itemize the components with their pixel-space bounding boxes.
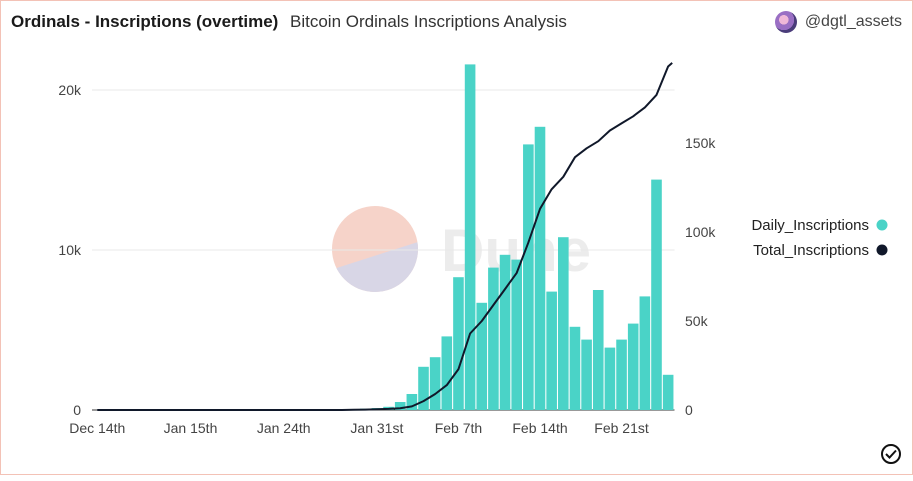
avatar bbox=[774, 11, 797, 33]
bar[interactable] bbox=[499, 254, 511, 410]
legend-label[interactable]: Total_Inscriptions bbox=[753, 242, 869, 259]
bar[interactable] bbox=[616, 339, 627, 410]
bar[interactable] bbox=[464, 64, 476, 411]
dashboard-subtitle[interactable]: Bitcoin Ordinals Inscriptions Analysis bbox=[290, 12, 567, 31]
author-link[interactable]: @dgtl_assets bbox=[774, 10, 902, 34]
legend-marker bbox=[876, 219, 888, 231]
total-inscriptions-line[interactable] bbox=[97, 62, 673, 411]
legend-label[interactable]: Daily_Inscriptions bbox=[751, 217, 869, 234]
x-tick-label: Feb 21st bbox=[594, 420, 649, 436]
bar[interactable] bbox=[581, 339, 592, 410]
bar[interactable] bbox=[662, 374, 674, 410]
x-tick-label: Feb 14th bbox=[512, 420, 567, 436]
bar[interactable] bbox=[639, 296, 651, 410]
right-axis: 0 50k 100k 150k bbox=[685, 135, 716, 418]
bar[interactable] bbox=[453, 277, 464, 410]
bar[interactable] bbox=[441, 336, 453, 410]
x-axis: Dec 14th Jan 15th Jan 24th Jan 31st Feb 7th F… bbox=[69, 420, 649, 436]
bar[interactable] bbox=[651, 179, 662, 410]
x-tick-label: Dec 14th bbox=[69, 420, 125, 436]
left-tick-label: 0 bbox=[73, 402, 81, 418]
right-tick-label: 100k bbox=[685, 224, 716, 240]
bar[interactable] bbox=[394, 402, 406, 410]
legend[interactable]: Daily_Inscriptions Total_Inscriptions bbox=[751, 217, 888, 259]
chart-title[interactable]: Ordinals - Inscriptions (overtime) bbox=[11, 12, 279, 31]
x-tick-label: Jan 15th bbox=[164, 420, 218, 436]
chart-header: Ordinals - Inscriptions (overtime) Bitco… bbox=[11, 10, 902, 34]
right-tick-label: 150k bbox=[685, 135, 716, 151]
bar[interactable] bbox=[523, 144, 534, 410]
x-tick-label: Jan 31st bbox=[350, 420, 403, 436]
bar[interactable] bbox=[604, 347, 616, 410]
bar[interactable] bbox=[418, 366, 429, 410]
x-tick-label: Feb 7th bbox=[435, 420, 482, 436]
bar[interactable] bbox=[429, 357, 441, 410]
bar[interactable] bbox=[546, 291, 557, 410]
left-tick-label: 10k bbox=[58, 242, 82, 258]
author-name: @dgtl_assets bbox=[804, 13, 902, 30]
bar[interactable] bbox=[488, 267, 499, 410]
line-series bbox=[97, 62, 673, 411]
checkmark-icon[interactable] bbox=[881, 444, 901, 464]
right-tick-label: 0 bbox=[685, 402, 693, 418]
bar[interactable] bbox=[511, 259, 522, 410]
left-tick-label: 20k bbox=[58, 82, 82, 98]
legend-marker bbox=[876, 244, 888, 256]
bar[interactable] bbox=[406, 394, 418, 410]
bar[interactable] bbox=[627, 323, 639, 410]
bar[interactable] bbox=[592, 290, 604, 410]
x-tick-label: Jan 24th bbox=[257, 420, 311, 436]
bar[interactable] bbox=[476, 302, 488, 410]
left-axis: 0 10k 20k bbox=[58, 82, 82, 418]
bar[interactable] bbox=[534, 126, 546, 411]
bar[interactable] bbox=[569, 326, 581, 410]
right-tick-label: 50k bbox=[685, 313, 709, 329]
bar[interactable] bbox=[558, 237, 569, 410]
bar-series bbox=[348, 64, 674, 411]
